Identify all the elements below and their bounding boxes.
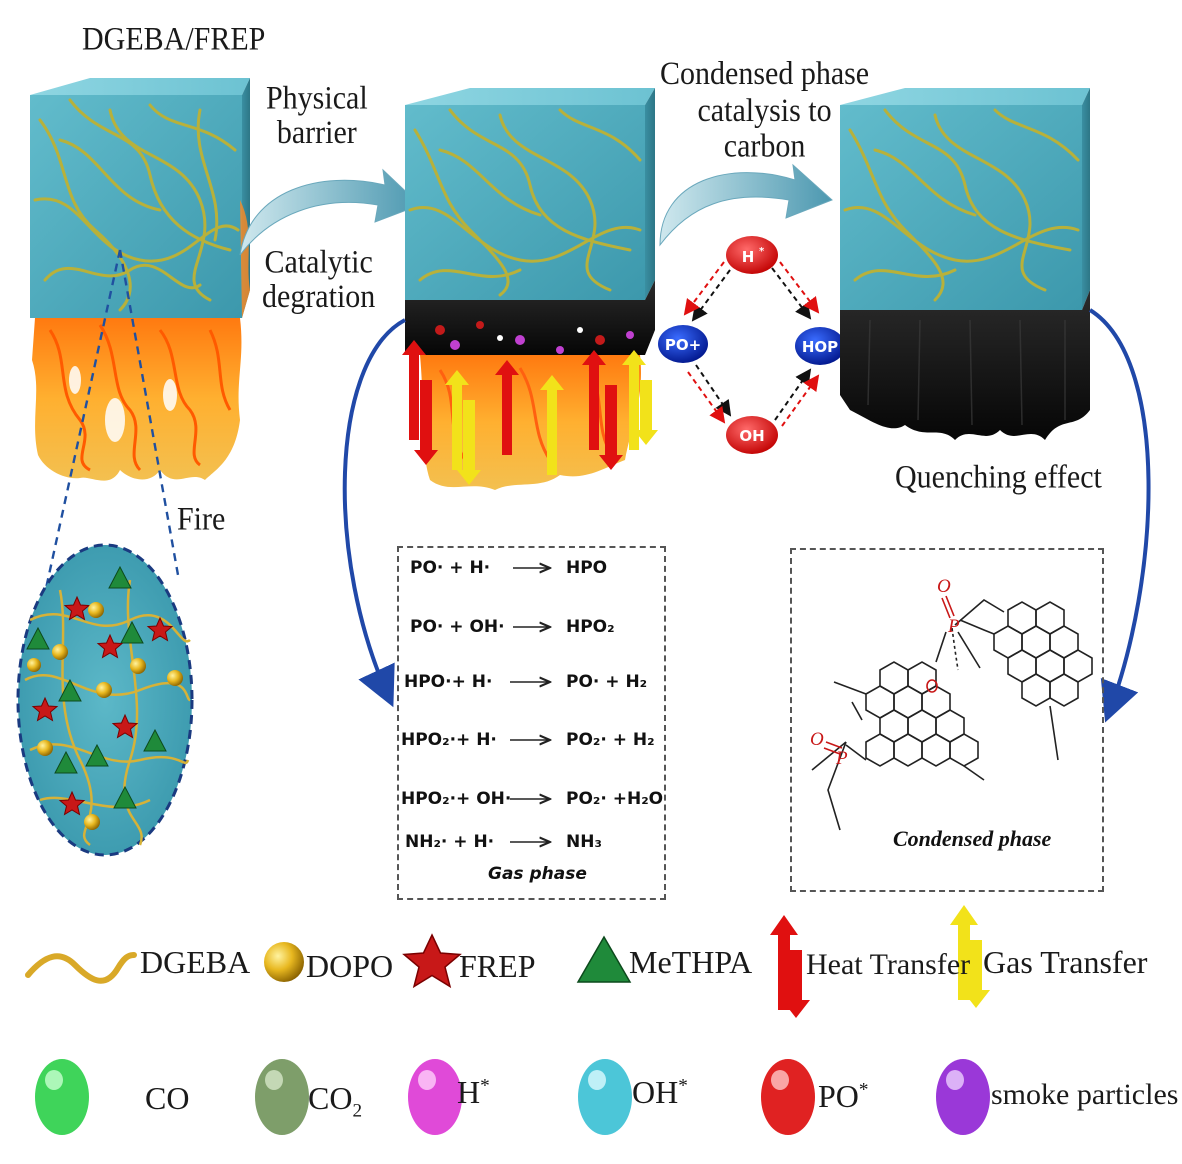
po-sphere-icon [761, 1059, 815, 1135]
physical-barrier-line1: Physical [266, 80, 368, 117]
fire-flames [32, 200, 250, 481]
condensed-catalysis-label: Condensed phase catalysis to carbon [660, 56, 869, 165]
reaction-right: HPO [566, 558, 608, 578]
gas-phase-caption: Gas phase [488, 864, 587, 884]
heat-gas-transfer-arrows [402, 340, 658, 485]
smoke-sphere-icon [936, 1059, 990, 1135]
reaction-right: HPO₂ [566, 617, 615, 637]
gas-phase-box [397, 546, 666, 900]
reaction-left: PO· + OH· [410, 617, 505, 637]
svg-text:PO+: PO+ [665, 336, 701, 354]
hop-node [795, 327, 845, 365]
condensed-catalysis-line1: Condensed phase [660, 55, 870, 92]
legend-label-methpa: MeTHPA [629, 944, 753, 980]
reaction-right: PO· + H₂ [566, 672, 648, 692]
h-sphere-icon [408, 1059, 462, 1135]
char-structure [811, 599, 1093, 831]
radical-cycle: H * PO+ HOP OH [658, 236, 845, 454]
reaction-left: NH₂· + H· [405, 832, 495, 852]
gold-sphere-icon [264, 942, 304, 982]
phosphinate-groups [823, 595, 955, 755]
catalytic-label: Catalytic degration [262, 245, 375, 313]
epoxy-cube-burning [405, 88, 655, 355]
heat-arrows-icon [770, 915, 810, 1018]
oh-radical-node [726, 416, 778, 454]
legend-label-smoke: smoke particles [991, 1078, 1179, 1111]
reaction-left: PO· + H· [410, 558, 491, 578]
material-title: DGEBA/FREP [82, 21, 266, 58]
oxygen-atom-label-2: O [810, 729, 824, 750]
legend-label-dopo: DOPO [306, 948, 394, 984]
molecular-structure-circle [16, 543, 194, 857]
legend-label-h: H* [457, 1074, 490, 1110]
zoom-lines [36, 249, 180, 626]
svg-text:H: H [742, 248, 755, 266]
catalytic-line2: degration [262, 278, 376, 315]
co-sphere-icon [35, 1059, 89, 1135]
legend-label-co2: CO2 [308, 1080, 363, 1122]
arrow-to-condensed-phase [1088, 308, 1151, 723]
epoxy-cube-charred [840, 88, 1090, 440]
reaction-left: HPO·+ H· [404, 672, 493, 692]
quenching-label: Quenching effect [895, 459, 1102, 496]
arrow-physical-barrier [239, 168, 421, 256]
reaction-right: PO₂· + H₂ [566, 730, 655, 750]
reaction-right: NH₃ [566, 832, 602, 852]
legend-label-frep: FREP [459, 948, 536, 984]
wave-icon [25, 952, 137, 984]
reaction-left: HPO₂·+ H· [401, 730, 497, 750]
phosphorus-atom-label-2: P [835, 748, 848, 769]
fire-label: Fire [177, 501, 226, 538]
reaction-left: HPO₂·+ OH· [401, 789, 512, 809]
svg-text:*: * [759, 246, 765, 257]
gas-phase-reaction-arrows [510, 568, 550, 842]
arrow-to-gas-phase [342, 318, 406, 708]
phosphorus-atom-label: P [947, 616, 960, 637]
oxygen-atom-label: O [937, 576, 951, 597]
star-icon [402, 933, 462, 989]
condensed-phase-caption: Condensed phase [893, 826, 1052, 851]
legend-label-gas-transfer: Gas Transfer [983, 944, 1148, 980]
epoxy-cube-initial [30, 78, 250, 318]
condensed-catalysis-line3: carbon [723, 128, 806, 165]
condensed-catalysis-line2: catalysis to [697, 92, 832, 128]
legend-label-oh: OH* [632, 1074, 688, 1110]
catalytic-line1: Catalytic [264, 244, 373, 281]
triangle-icon [576, 935, 632, 983]
legend-label-dgeba: DGEBA [140, 944, 251, 980]
gas-arrows-icon [950, 905, 990, 1008]
physical-barrier-label: Physical barrier [266, 81, 368, 149]
legend-label-co: CO [145, 1080, 190, 1116]
legend-label-po: PO* [818, 1078, 869, 1114]
arrow-condensed-catalysis [659, 163, 833, 247]
po-radical-node [658, 325, 708, 363]
physical-barrier-line2: barrier [276, 114, 357, 151]
svg-text:OH: OH [739, 427, 764, 445]
h-radical-node [726, 236, 778, 274]
co2-sphere-icon [255, 1059, 309, 1135]
svg-text:HOP: HOP [802, 338, 838, 356]
legend-label-heat-transfer: Heat Transfer [806, 948, 971, 981]
oh-sphere-icon [578, 1059, 632, 1135]
condensed-phase-box [790, 548, 1104, 892]
reaction-right: PO₂· +H₂O [566, 789, 664, 809]
